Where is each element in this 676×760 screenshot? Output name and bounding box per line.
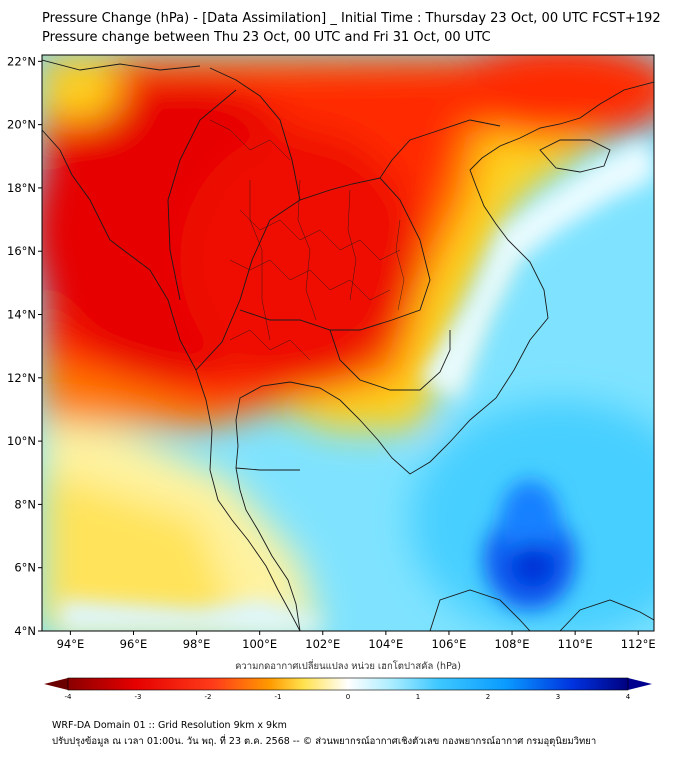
lat-tick-label: 22°N: [7, 54, 36, 68]
lat-tick-label: 4°N: [14, 624, 36, 638]
province-borders: [209, 119, 405, 361]
colorbar-tick-label: 2: [486, 693, 490, 701]
lon-tick-label: 96°E: [120, 637, 148, 651]
longitude-axis: 94°E 96°E 98°E 100°E 102°E 104°E 106°E 108°E 110…: [57, 631, 656, 651]
colorbar-tick-label: -4: [65, 693, 73, 701]
latitude-axis: 22°N 20°N 18°N 16°N 14°N 12°N 10°N 8°N 6°N 4°N: [7, 54, 42, 638]
colorbar-tick-label: 0: [346, 693, 350, 701]
lon-tick-label: 110°E: [558, 637, 593, 651]
colorbar-title: ความกดอากาศเปลี่ยนแปลง หน่วย เฮกโตปาสคัล…: [235, 659, 461, 672]
colorbar-tick-label: -2: [205, 693, 212, 701]
map-frame: [41, 54, 655, 632]
lat-tick-label: 16°N: [7, 244, 36, 258]
footer-domain-info: WRF-DA Domain 01 :: Grid Resolution 9km …: [52, 720, 287, 731]
lon-tick-label: 104°E: [368, 637, 403, 651]
chart-title: Pressure Change (hPa) - [Data Assimilati…: [42, 11, 661, 26]
lon-tick-label: 108°E: [495, 637, 530, 651]
coastlines: [42, 59, 654, 631]
lat-tick-label: 8°N: [14, 497, 36, 511]
lat-tick-label: 20°N: [7, 118, 36, 132]
colorbar-tick-label: 4: [626, 693, 631, 701]
pressure-field: [42, 55, 654, 631]
colorbar-gradient: [68, 678, 628, 690]
lat-tick-label: 12°N: [7, 371, 36, 385]
colorbar-tick-label: -3: [135, 693, 142, 701]
lon-tick-label: 94°E: [57, 637, 85, 651]
lat-tick-label: 6°N: [14, 561, 36, 575]
lon-tick-label: 98°E: [183, 637, 211, 651]
lon-tick-label: 100°E: [242, 637, 277, 651]
lat-tick-label: 14°N: [7, 308, 36, 322]
lat-tick-label: 18°N: [7, 181, 36, 195]
lon-tick-label: 102°E: [305, 637, 340, 651]
lon-tick-label: 112°E: [621, 637, 656, 651]
colorbar: ความกดอากาศเปลี่ยนแปลง หน่วย เฮกโตปาสคัล…: [44, 659, 652, 701]
chart-subtitle: Pressure change between Thu 23 Oct, 00 U…: [42, 30, 491, 45]
colorbar-tick-label: -1: [275, 693, 282, 701]
colorbar-max-arrow: [628, 678, 652, 690]
colorbar-min-arrow: [44, 678, 68, 690]
lat-tick-label: 10°N: [7, 434, 36, 448]
footer-credit: ปรับปรุงข้อมูล ณ เวลา 01:00น. วัน พฤ. ที…: [52, 736, 597, 747]
colorbar-tick-label: 1: [416, 693, 420, 701]
colorbar-tick-label: 3: [556, 693, 560, 701]
colorbar-ticks: -4 -3 -2 -1 0 1 2 3 4: [65, 693, 631, 701]
lon-tick-label: 106°E: [431, 637, 466, 651]
